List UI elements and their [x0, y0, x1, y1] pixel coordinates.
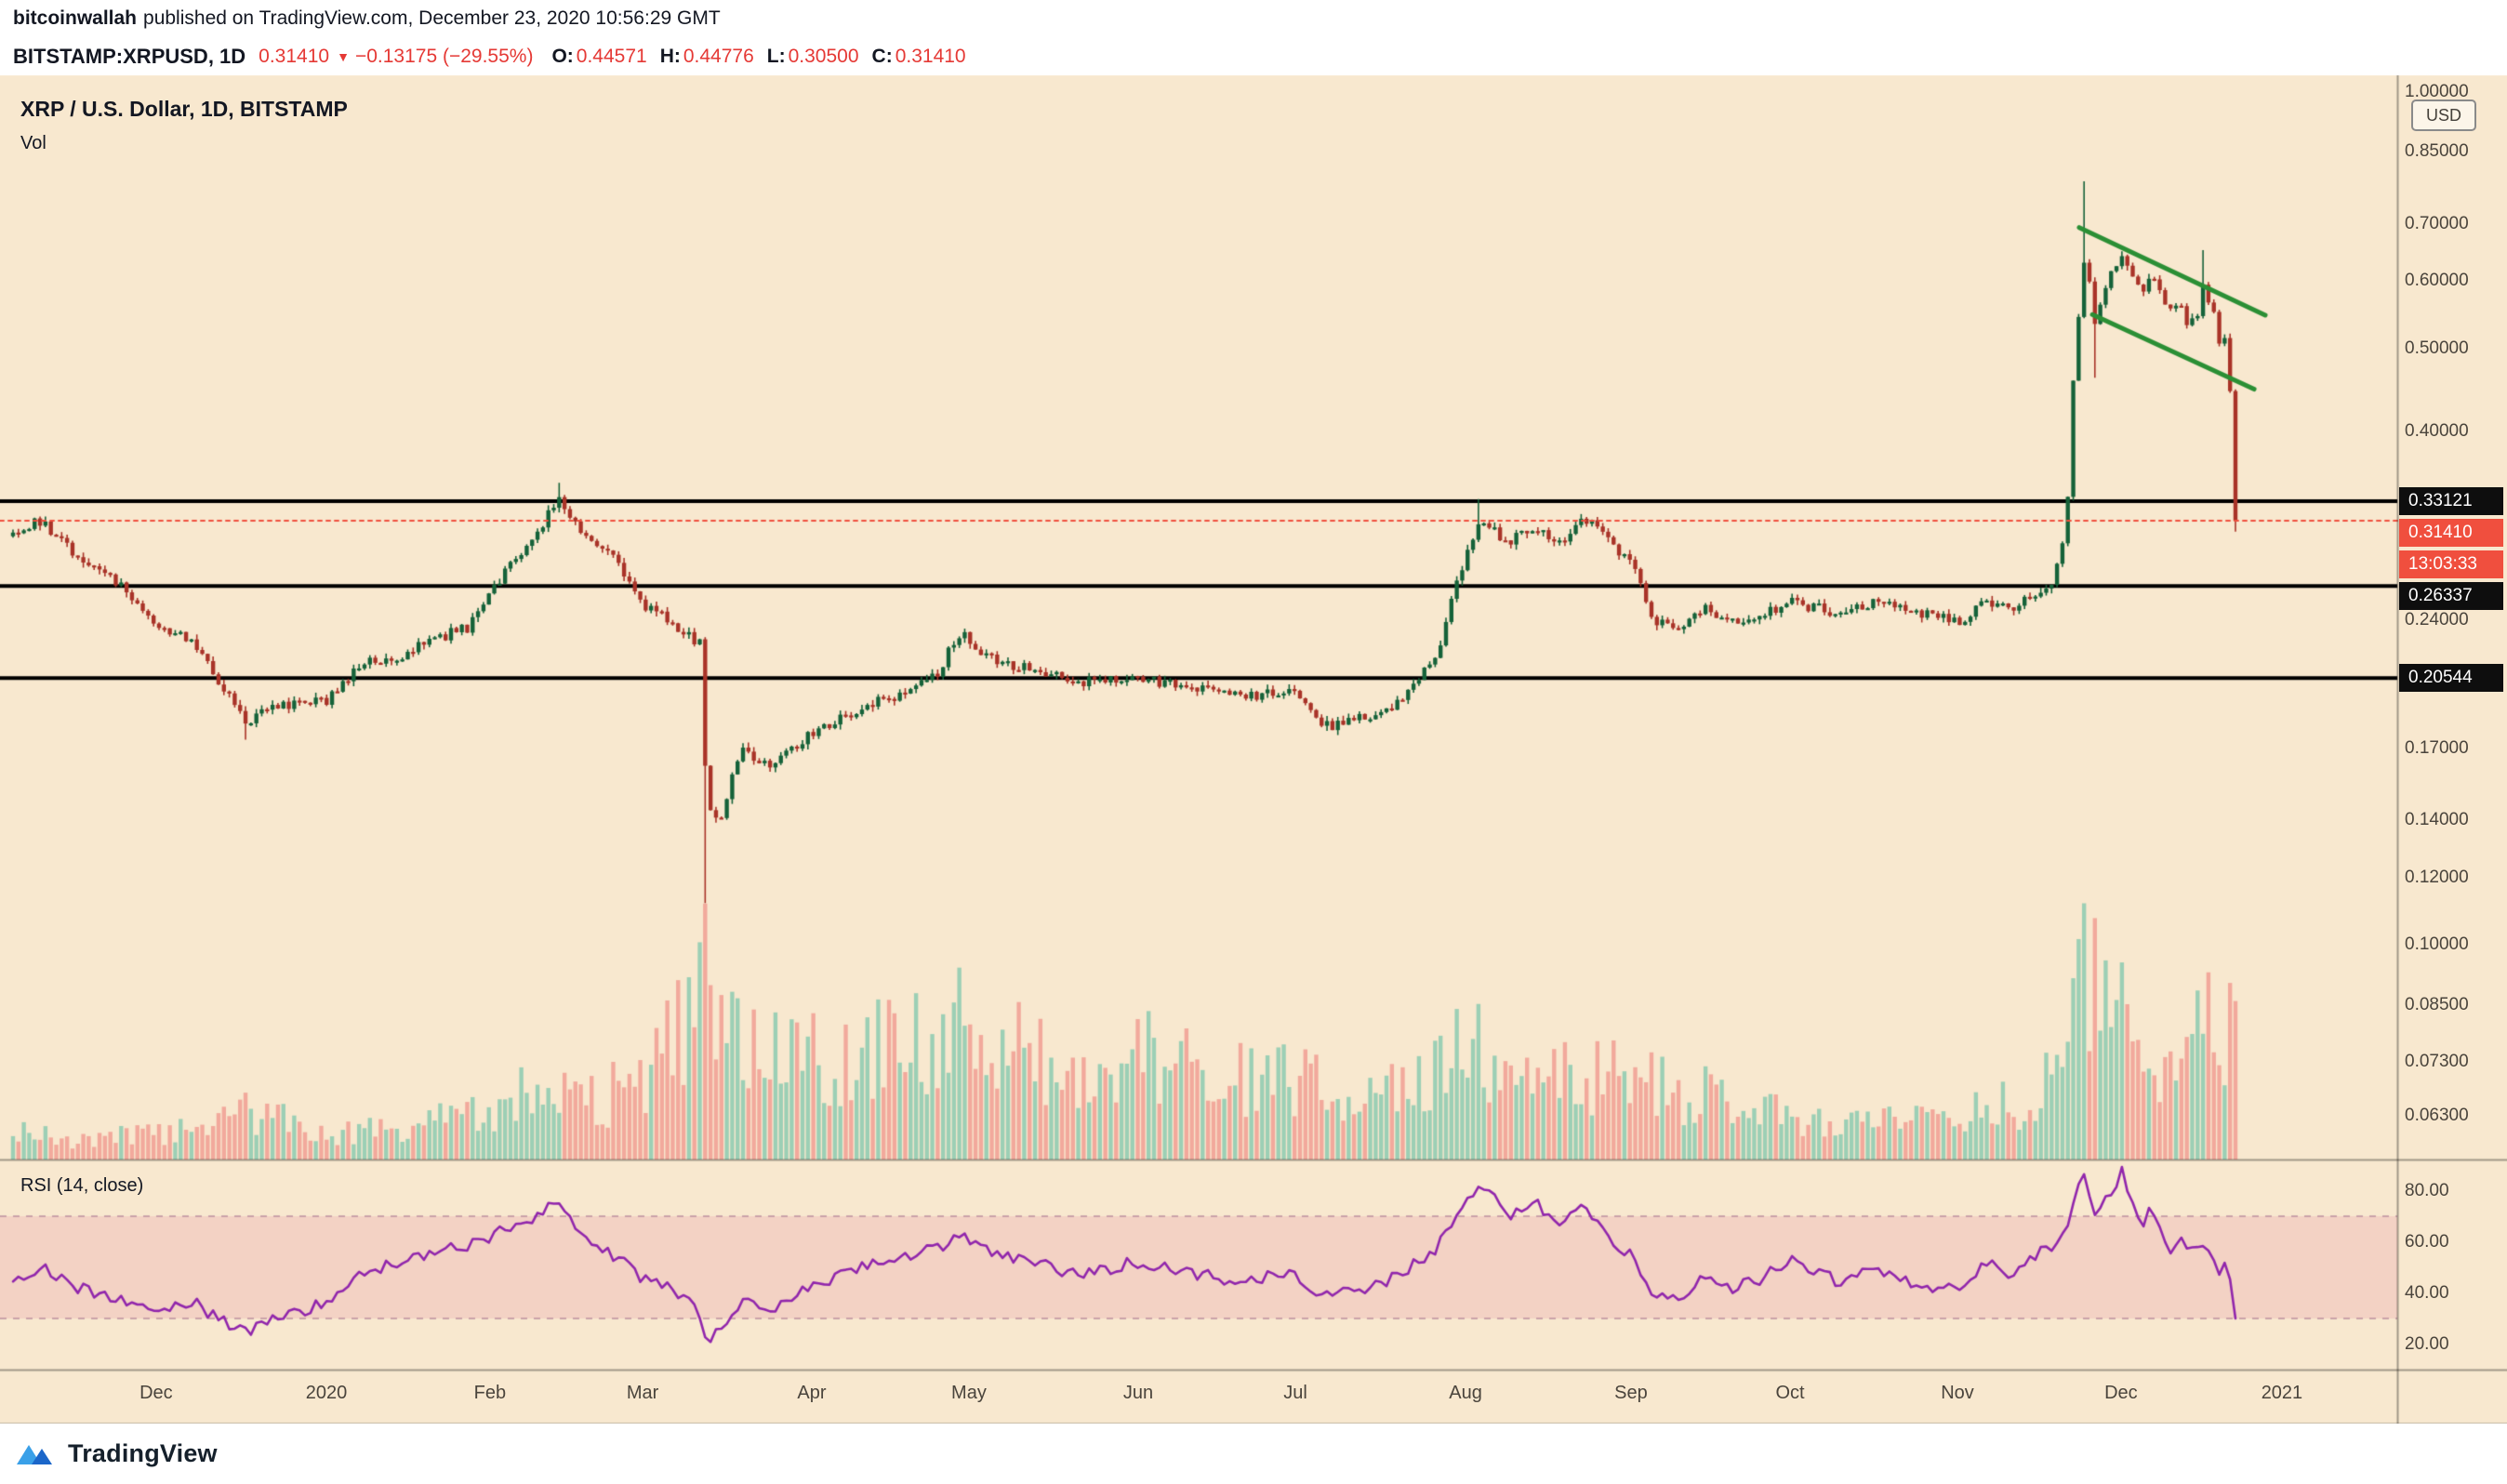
last-price-value: 0.31410: [259, 45, 330, 67]
author-name: bitcoinwallah: [13, 7, 138, 29]
down-arrow-icon: ▼: [337, 48, 350, 64]
open-label: O:: [551, 45, 574, 67]
high-value: 0.44776: [683, 45, 754, 67]
low-value: 0.30500: [788, 45, 859, 67]
price-change: −0.13175 (−29.55%): [354, 45, 534, 67]
volume-indicator-label[interactable]: Vol: [20, 133, 46, 153]
chart-legend: XRP / U.S. Dollar, 1D, BITSTAMP Vol: [20, 97, 348, 154]
publish-info-bar: bitcoinwallah published on TradingView.c…: [0, 0, 2507, 37]
close-label: C:: [871, 45, 893, 67]
rsi-indicator-label[interactable]: RSI (14, close): [20, 1175, 144, 1196]
publish-text: published on TradingView.com, December 2…: [143, 7, 721, 29]
tradingview-footer: TradingView: [0, 1424, 2507, 1484]
symbol-info-bar: BITSTAMP:XRPUSD, 1D 0.31410 ▼ −0.13175 (…: [0, 37, 2507, 75]
open-value: 0.44571: [576, 45, 647, 67]
high-label: H:: [659, 45, 681, 67]
chart-title[interactable]: XRP / U.S. Dollar, 1D, BITSTAMP: [20, 97, 348, 121]
tradingview-brand[interactable]: TradingView: [68, 1439, 218, 1467]
currency-toggle-button[interactable]: USD: [2411, 99, 2476, 131]
tradingview-logo-icon: [17, 1444, 52, 1464]
close-value: 0.31410: [895, 45, 966, 67]
low-label: L:: [766, 45, 786, 67]
symbol-title: BITSTAMP:XRPUSD, 1D: [13, 44, 246, 68]
